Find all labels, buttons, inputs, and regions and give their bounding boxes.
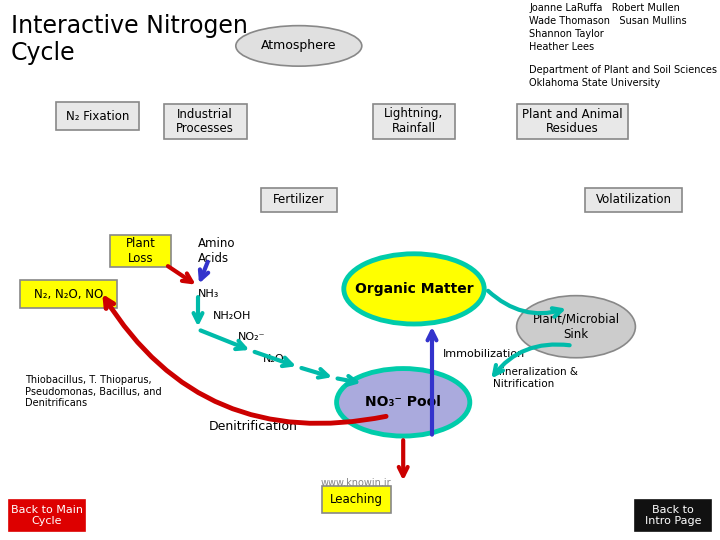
FancyBboxPatch shape	[323, 486, 390, 513]
Ellipse shape	[344, 254, 484, 324]
Text: NH₃: NH₃	[198, 289, 220, 299]
Text: Fertilizer: Fertilizer	[273, 193, 325, 206]
Text: Department of Plant and Soil Sciences
Oklahoma State University: Department of Plant and Soil Sciences Ok…	[529, 65, 717, 88]
Text: Amino
Acids: Amino Acids	[198, 237, 235, 265]
FancyBboxPatch shape	[9, 500, 85, 531]
Text: NH₂OH: NH₂OH	[212, 311, 251, 321]
FancyBboxPatch shape	[373, 104, 455, 139]
FancyBboxPatch shape	[517, 104, 628, 139]
Text: Plant and Animal
Residues: Plant and Animal Residues	[522, 107, 623, 136]
Text: Immobilization: Immobilization	[443, 349, 525, 359]
Text: Atmosphere: Atmosphere	[261, 39, 336, 52]
Text: Back to
Intro Page: Back to Intro Page	[645, 505, 701, 526]
FancyBboxPatch shape	[261, 187, 336, 212]
Text: Industrial
Processes: Industrial Processes	[176, 107, 234, 136]
Text: www.knowin.ir: www.knowin.ir	[321, 478, 392, 488]
FancyBboxPatch shape	[56, 102, 138, 130]
Text: Volatilization: Volatilization	[595, 193, 672, 206]
Text: Mineralization &
Nitrification: Mineralization & Nitrification	[493, 367, 578, 389]
Ellipse shape	[337, 368, 470, 436]
FancyBboxPatch shape	[636, 500, 711, 531]
Text: NO₂⁻: NO₂⁻	[238, 333, 265, 342]
Text: Organic Matter: Organic Matter	[355, 282, 473, 296]
Text: Plant
Loss: Plant Loss	[125, 237, 156, 265]
Text: Thiobacillus, T. Thioparus,
Pseudomonas, Bacillus, and
Denitrificans: Thiobacillus, T. Thioparus, Pseudomonas,…	[25, 375, 162, 408]
Text: N₂ Fixation: N₂ Fixation	[66, 110, 129, 123]
Ellipse shape	[236, 25, 362, 66]
Text: Joanne LaRuffa   Robert Mullen
Wade Thomason   Susan Mullins
Shannon Taylor
Heat: Joanne LaRuffa Robert Mullen Wade Thomas…	[529, 3, 687, 52]
Text: N₂, N₂O, NO: N₂, N₂O, NO	[34, 288, 103, 301]
Text: Interactive Nitrogen
Cycle: Interactive Nitrogen Cycle	[11, 14, 248, 65]
FancyBboxPatch shape	[109, 235, 171, 267]
FancyBboxPatch shape	[585, 187, 683, 212]
Text: Lightning,
Rainfall: Lightning, Rainfall	[384, 107, 444, 136]
FancyBboxPatch shape	[19, 280, 117, 308]
Text: N₂O₂: N₂O₂	[263, 354, 289, 364]
Text: Denitrification: Denitrification	[209, 420, 297, 433]
Text: Leaching: Leaching	[330, 493, 383, 506]
Text: Back to Main
Cycle: Back to Main Cycle	[11, 505, 83, 526]
FancyBboxPatch shape	[163, 104, 246, 139]
Text: NO₃⁻ Pool: NO₃⁻ Pool	[365, 395, 441, 409]
Ellipse shape	[517, 295, 636, 357]
Text: Plant/Microbial
Sink: Plant/Microbial Sink	[532, 313, 620, 341]
